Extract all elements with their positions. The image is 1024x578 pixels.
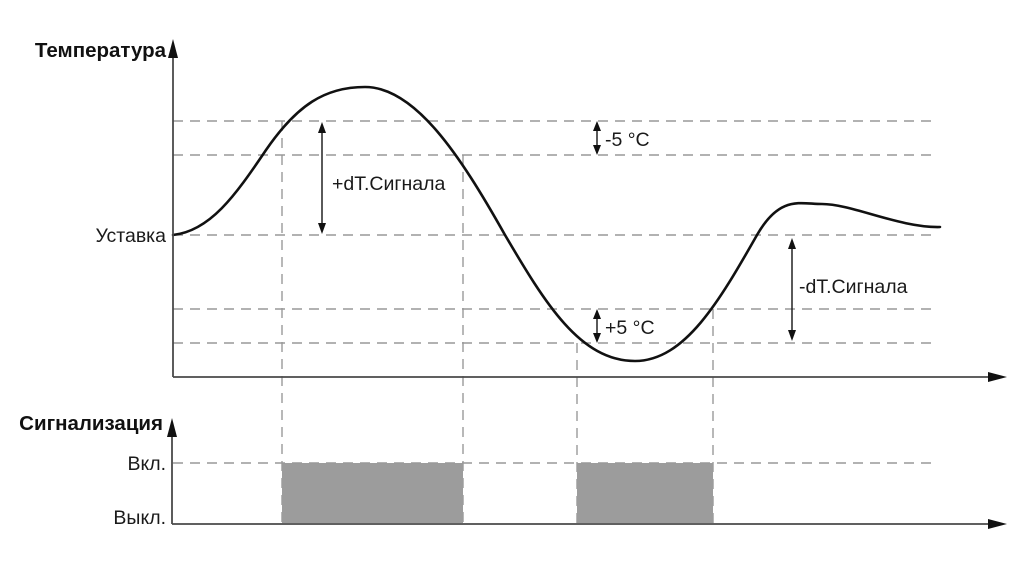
- alarm-pulse-2: [577, 463, 713, 523]
- alarm-pulse-1: [282, 463, 463, 523]
- minus5-arrow-icon: [593, 121, 601, 155]
- alarm-on-label: Вкл.: [127, 453, 166, 475]
- temperature-x-axis-arrow-icon: [988, 372, 1007, 382]
- plus5-label: +5 °C: [605, 317, 655, 339]
- minus-dt-arrow-icon: [788, 238, 796, 341]
- temperature-axis-title: Температура: [35, 39, 167, 62]
- alarm-y-axis-arrow-icon: [167, 418, 177, 437]
- plus-dt-arrow-icon: [318, 122, 326, 234]
- alarm-x-axis-arrow-icon: [988, 519, 1007, 529]
- minus5-label: -5 °C: [605, 129, 650, 151]
- alarm-axis-title: Сигнализация: [19, 412, 163, 435]
- plus-dt-label: +dT.Сигнала: [332, 173, 445, 195]
- minus-dt-label: -dT.Сигнала: [799, 276, 908, 298]
- temperature-curve: [171, 85, 942, 363]
- temperature-y-axis-arrow-icon: [168, 39, 178, 58]
- temperature-chart: Температура Уставка +dT.Сигнала -dT.Сигн…: [35, 39, 1007, 523]
- alarm-off-label: Выкл.: [113, 507, 166, 529]
- plus5-arrow-icon: [593, 309, 601, 343]
- alarm-chart: Сигнализация Вкл. Выкл.: [19, 412, 1007, 529]
- setpoint-label: Уставка: [95, 225, 166, 247]
